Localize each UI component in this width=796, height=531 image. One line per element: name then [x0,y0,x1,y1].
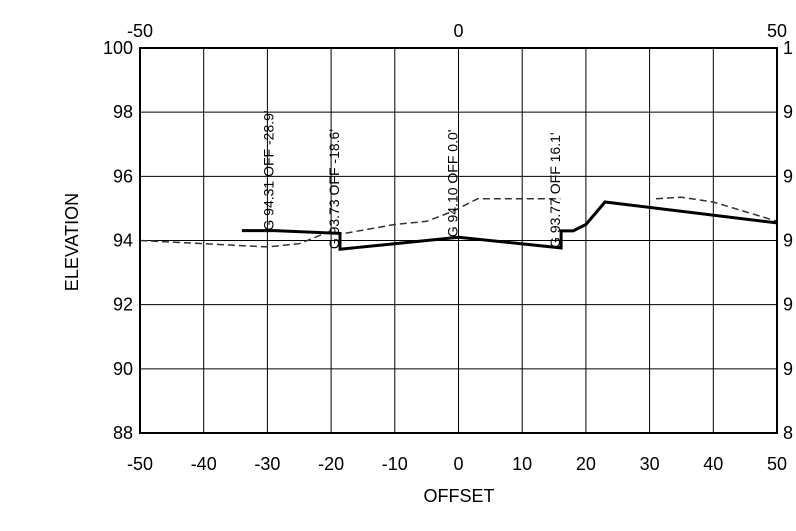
annotations: G 94.31 OFF -28.9' G 93.73 OFF -18.6' G 94… [260,110,563,249]
y-tick-label: 90 [113,359,133,379]
y-tick-label: 98 [113,102,133,122]
x-tick-label: 10 [512,454,532,474]
existing-ground-line [655,196,778,223]
x-tick-label: 30 [640,454,660,474]
y-tick-label: 92 [113,295,133,315]
top-tick-label: -50 [127,21,153,41]
right-tick-label: 9 [783,295,793,315]
right-tick-label: 9 [783,231,793,251]
x-tick-label: 40 [703,454,723,474]
x-tick-label: -20 [318,454,344,474]
grid-lines [139,47,778,434]
right-tick-label: 9 [783,166,793,186]
grade-annotation: G 93.77 OFF 16.1' [547,132,563,248]
y-tick-label: 88 [113,423,133,443]
top-tick-label: 50 [767,21,787,41]
y-tick-label: 100 [103,38,133,58]
y-tick-label: 96 [113,166,133,186]
top-tick-label: 0 [453,21,463,41]
right-tick-label: 9 [783,102,793,122]
right-tick-label: 9 [783,359,793,379]
y-tick-label: 94 [113,231,133,251]
plot-border [139,47,778,434]
existing-ground-line [139,198,561,248]
grade-annotation: G 94.31 OFF -28.9' [260,110,276,230]
right-tick-label: 8 [783,423,793,443]
x-axis-label: OFFSET [424,486,495,506]
right-tick-label: 1 [783,38,793,58]
x-tick-label: -40 [191,454,217,474]
series-group [139,196,778,251]
plot-frame [139,47,778,434]
grade-annotation: G 93.73 OFF -18.6' [326,129,342,249]
x-tick-label: -10 [382,454,408,474]
proposed-grade-line [241,200,778,251]
tick-labels: -50 -40 -30 -20 -10 0 10 20 30 40 50 -50 0 50 88 90 92 94… [103,21,793,474]
x-tick-label: -50 [127,454,153,474]
x-tick-label: 50 [767,454,787,474]
x-tick-label: 20 [576,454,596,474]
x-tick-label: -30 [254,454,280,474]
y-axis-label: ELEVATION [62,193,82,291]
x-tick-label: 0 [453,454,463,474]
grade-annotation: G 94.10 OFF 0.0' [444,130,460,238]
